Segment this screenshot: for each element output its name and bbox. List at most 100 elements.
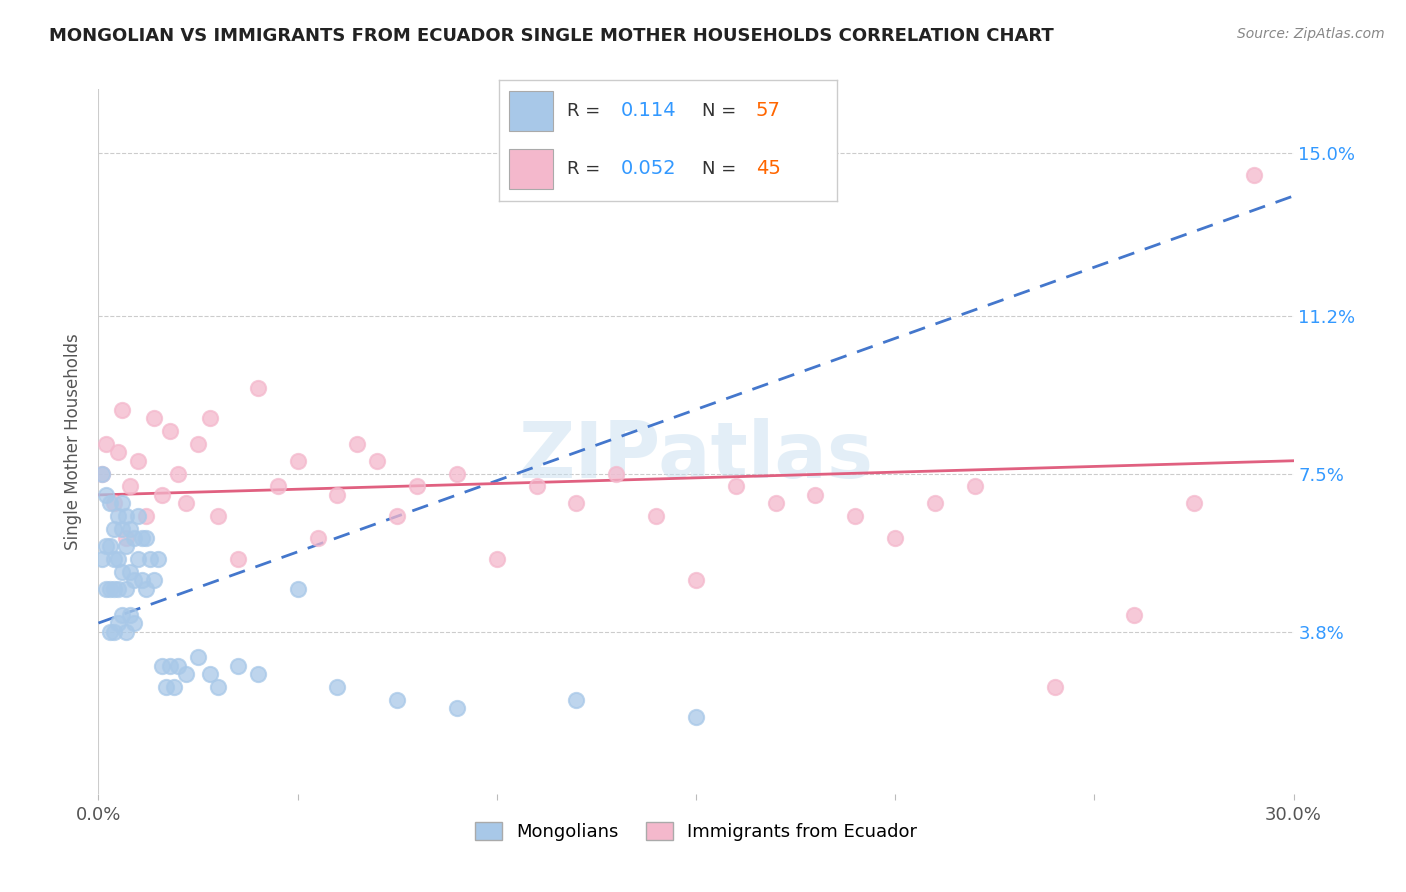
Point [107,445,129,459]
Point [155,680,177,694]
Point [115,582,138,596]
Point [1043,680,1066,694]
Point [103,552,125,566]
Point [98,539,122,553]
Point [111,565,134,579]
Point [565,496,588,510]
Point [127,552,149,566]
Point [385,509,409,524]
Point [120,565,142,579]
Point [127,509,149,524]
Point [645,509,668,524]
Point [107,509,129,524]
Point [91,552,114,566]
Point [135,531,157,545]
Point [127,454,149,468]
Point [326,488,349,502]
Point [246,667,269,681]
Point [446,467,468,481]
Point [107,582,129,596]
Point [115,624,138,639]
Point [143,411,166,425]
Point [120,479,142,493]
Point [150,488,173,502]
Point [98,624,122,639]
Point [724,479,747,493]
Point [287,582,309,596]
Y-axis label: Single Mother Households: Single Mother Households [65,334,83,549]
Point [174,496,197,510]
Point [124,531,146,545]
Point [107,615,129,630]
Point [96,436,118,450]
FancyBboxPatch shape [509,149,553,188]
Point [96,539,118,553]
Point [804,488,827,502]
Point [1182,496,1205,510]
Point [685,710,707,724]
Point [139,552,162,566]
Point [135,582,157,596]
Point [96,582,118,596]
Point [131,531,153,545]
Text: MONGOLIAN VS IMMIGRANTS FROM ECUADOR SINGLE MOTHER HOUSEHOLDS CORRELATION CHART: MONGOLIAN VS IMMIGRANTS FROM ECUADOR SIN… [49,27,1054,45]
Point [111,496,134,510]
Point [326,680,349,694]
Text: N =: N = [702,102,741,120]
Point [135,509,157,524]
Text: 0.114: 0.114 [620,102,676,120]
Point [115,539,138,553]
Point [226,552,249,566]
Point [207,680,229,694]
Text: 0.052: 0.052 [620,160,676,178]
Point [111,402,134,417]
Point [366,454,388,468]
Point [120,522,142,536]
Point [267,479,290,493]
Point [159,658,181,673]
Point [605,467,627,481]
Point [96,488,118,502]
Point [346,436,368,450]
Point [963,479,986,493]
Point [207,509,229,524]
Text: R =: R = [567,160,606,178]
Point [124,574,146,588]
Point [385,693,409,707]
Point [1243,168,1265,182]
Point [187,436,209,450]
Legend: Mongolians, Immigrants from Ecuador: Mongolians, Immigrants from Ecuador [467,814,925,848]
Text: 57: 57 [755,102,780,120]
Point [98,582,122,596]
Point [91,467,114,481]
Point [103,496,125,510]
Point [167,658,190,673]
Point [526,479,548,493]
FancyBboxPatch shape [509,91,553,131]
Point [120,607,142,622]
Point [150,658,173,673]
Point [124,615,146,630]
Point [111,522,134,536]
Point [143,574,166,588]
Point [187,650,209,665]
Point [565,693,588,707]
Point [91,467,114,481]
Text: N =: N = [702,160,741,178]
Point [174,667,197,681]
Point [307,531,329,545]
Point [844,509,866,524]
Point [167,467,190,481]
Point [159,424,181,438]
Point [198,411,221,425]
Text: 45: 45 [755,160,780,178]
Point [98,496,122,510]
Text: ZIPatlas: ZIPatlas [519,417,873,493]
Point [103,522,125,536]
Point [115,509,138,524]
Text: Source: ZipAtlas.com: Source: ZipAtlas.com [1237,27,1385,41]
Point [765,496,787,510]
Point [884,531,907,545]
Point [1123,607,1146,622]
Point [485,552,508,566]
